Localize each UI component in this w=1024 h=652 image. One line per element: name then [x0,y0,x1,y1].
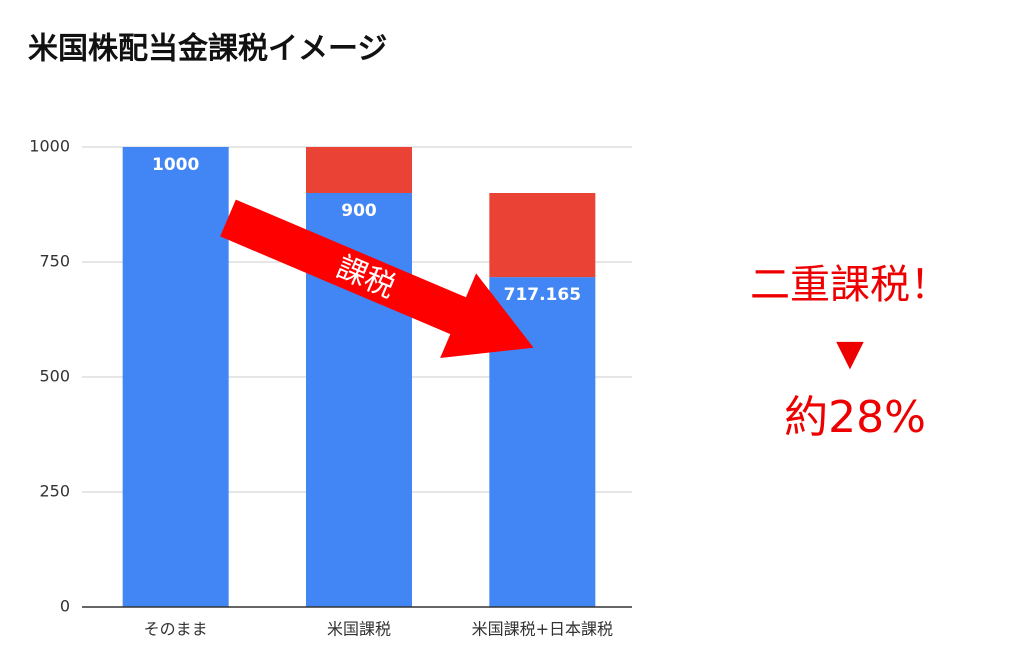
arrow-shape [220,199,534,359]
bar-segment [489,193,596,278]
y-tick-label: 0 [60,597,70,616]
x-tick-label: 米国課税 [327,620,391,639]
data-label: 717.165 [504,285,581,305]
data-label: 1000 [152,155,199,175]
plot-area: 0 250 500 750 1000 1000 そのまま 900 米国課税 717.165 米国課税… [29,137,632,639]
bar-segment [306,147,412,193]
annotation: ▼ [836,333,864,374]
bar-segment [122,147,229,607]
x-tick-label: そのまま [144,620,208,639]
data-label: 900 [341,201,377,221]
y-tick-label: 500 [39,367,70,386]
chart-title: 米国株配当金課税イメージ [28,32,387,67]
y-tick-label: 250 [39,482,70,501]
annotation: 約28% [784,392,926,443]
annotation: 二重課税！ [750,262,950,308]
y-tick-label: 1000 [29,137,70,156]
y-tick-label: 750 [39,252,70,271]
x-tick-label: 米国課税+日本課税 [472,620,613,639]
